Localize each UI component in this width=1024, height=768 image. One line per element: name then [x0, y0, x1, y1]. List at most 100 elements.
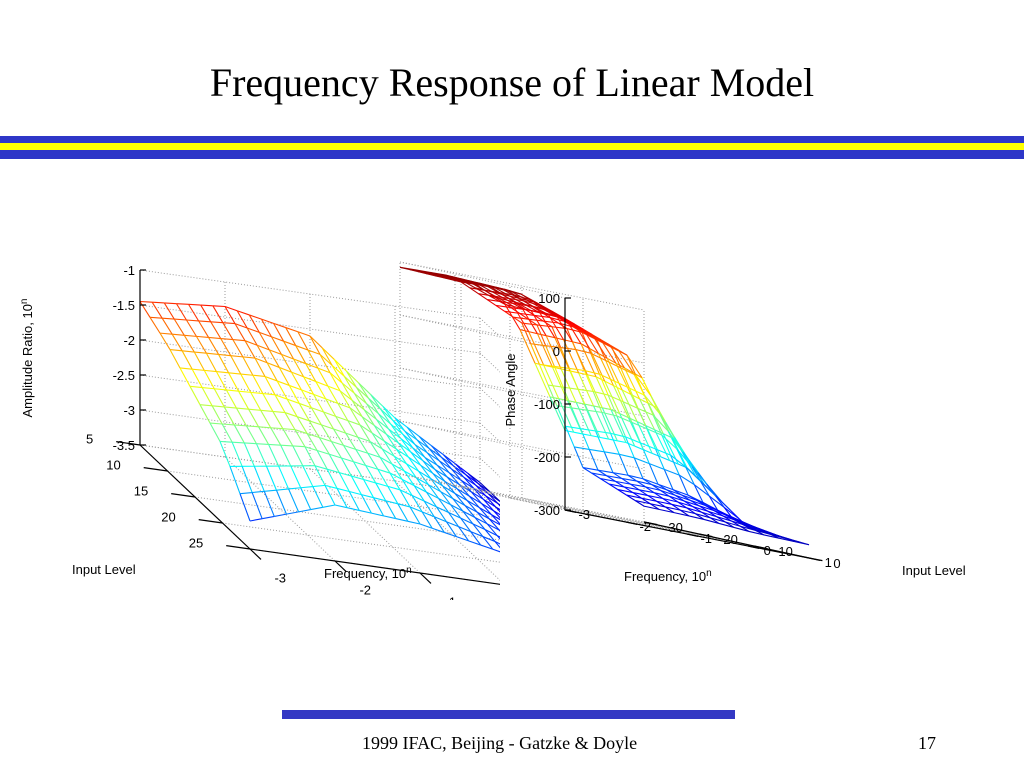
right-mesh-line	[652, 414, 663, 436]
left-mesh-line	[192, 368, 205, 371]
right-mesh-line	[510, 307, 520, 314]
left-mesh-line	[476, 511, 490, 520]
left-mesh-line	[366, 403, 379, 415]
right-mesh-line	[626, 354, 643, 379]
left-mesh-line	[443, 454, 454, 467]
left-mesh-line	[357, 436, 371, 442]
right-mesh-line	[542, 320, 553, 328]
left-mesh-line	[426, 452, 440, 462]
left-mesh-line	[483, 499, 494, 512]
left-mesh-line	[261, 318, 274, 324]
left-mesh-line	[347, 507, 360, 511]
left-mesh-line	[394, 417, 406, 432]
right-mesh-line	[490, 286, 501, 294]
left-mesh-line	[444, 481, 458, 490]
left-mesh-line	[446, 476, 458, 490]
left-x-tick	[419, 572, 432, 584]
left-mesh-line	[329, 372, 341, 392]
left-mesh-line	[317, 367, 331, 374]
right-mesh-line	[512, 316, 523, 324]
left-mesh-line	[381, 448, 393, 465]
left-mesh-line	[483, 498, 497, 508]
left-mesh-line	[240, 373, 253, 376]
left-mesh-line	[355, 448, 369, 454]
left-grid-floor	[394, 480, 500, 581]
left-mesh-line	[418, 435, 432, 447]
left-y-tick	[198, 519, 223, 524]
right-mesh-line	[560, 347, 576, 351]
right-mesh-line	[770, 533, 786, 539]
right-mesh-line	[603, 341, 619, 351]
left-mesh-line	[397, 503, 409, 522]
left-mesh-line	[308, 420, 320, 438]
left-mesh-line	[264, 489, 277, 492]
left-mesh-line	[206, 352, 219, 355]
left-mesh-line	[470, 531, 482, 546]
left-mesh-line	[367, 452, 379, 470]
left-mesh-line	[258, 332, 270, 351]
left-mesh-line	[256, 344, 270, 351]
left-mesh-line	[214, 388, 227, 391]
left-mesh-line	[461, 480, 472, 493]
right-x-axis-title-superscript: n	[706, 568, 712, 579]
right-mesh-line	[598, 373, 609, 396]
left-mesh-line	[409, 506, 421, 525]
left-mesh-line	[438, 460, 452, 470]
right-mesh-line	[456, 278, 472, 282]
right-mesh-line	[650, 503, 666, 508]
right-mesh-line	[574, 446, 590, 450]
left-mesh-line	[242, 356, 256, 359]
left-mesh-line	[421, 511, 433, 529]
right-mesh-line	[612, 385, 629, 418]
left-mesh-line	[448, 511, 461, 519]
left-z-tick-label: -2	[123, 333, 135, 348]
left-mesh-line	[204, 369, 217, 373]
left-x-tick	[249, 548, 262, 560]
left-mesh-line	[355, 387, 367, 404]
right-mesh-line	[710, 517, 726, 523]
right-mesh-line	[651, 452, 662, 458]
right-mesh-line	[624, 367, 641, 400]
left-mesh-line	[231, 441, 243, 467]
left-mesh-line	[471, 491, 482, 504]
left-mesh-line	[295, 345, 309, 351]
right-mesh-line	[677, 501, 694, 508]
left-mesh-line	[232, 339, 246, 342]
left-mesh-line	[343, 444, 356, 450]
right-mesh-line	[624, 367, 634, 374]
left-mesh-line	[259, 331, 272, 338]
right-mesh-line	[665, 506, 681, 511]
right-grid-floor	[509, 497, 755, 547]
right-mesh-line	[569, 370, 586, 405]
left-mesh-line	[248, 408, 260, 428]
left-mesh-line	[356, 386, 369, 399]
left-mesh-line	[272, 411, 284, 429]
right-mesh-line	[615, 480, 631, 485]
left-mesh-line	[333, 428, 345, 446]
left-mesh-line	[285, 327, 299, 333]
left-x-axis-title-superscript: n	[406, 565, 412, 576]
right-mesh-line	[583, 370, 594, 392]
right-mesh-line	[578, 388, 594, 392]
right-mesh-line	[617, 489, 633, 494]
left-mesh-line	[351, 400, 363, 417]
footer-bar	[282, 710, 735, 719]
left-mesh-line	[260, 318, 272, 338]
left-mesh-line	[468, 495, 480, 508]
left-mesh-line	[361, 416, 373, 434]
left-mesh-line	[248, 408, 261, 411]
left-mesh-line	[200, 304, 212, 323]
left-mesh-line	[404, 430, 416, 445]
left-mesh-line	[234, 323, 248, 329]
left-mesh-line	[387, 485, 401, 491]
left-mesh-line	[299, 402, 312, 409]
left-mesh-line	[188, 304, 200, 322]
left-mesh-line	[399, 489, 413, 496]
left-mesh-line	[335, 415, 349, 422]
right-mesh-line	[619, 413, 629, 419]
right-mesh-line	[609, 344, 626, 369]
left-mesh-line	[422, 460, 434, 474]
left-x-axis-title: Frequency, 10n	[324, 565, 412, 581]
right-mesh-line	[487, 299, 503, 303]
right-mesh-line	[593, 405, 603, 409]
